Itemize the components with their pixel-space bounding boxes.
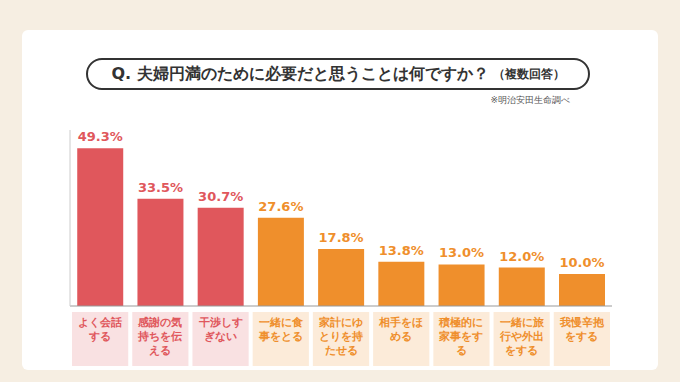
svg-text:12.0%: 12.0% — [499, 249, 544, 264]
svg-text:30.7%: 30.7% — [198, 189, 243, 204]
svg-text:17.8%: 17.8% — [319, 230, 364, 245]
svg-text:13.8%: 13.8% — [379, 243, 424, 258]
svg-text:をする: をする — [505, 344, 538, 357]
svg-text:たせる: たせる — [325, 344, 358, 357]
html-text:Q. 夫婦円満のために必要だと思うことは何ですか？ （複数回: Q. 夫婦円満のために必要だと思うことは何ですか？ （複数回答） — [111, 63, 565, 83]
svg-text:積極的に: 積極的に — [438, 316, 483, 329]
svg-text:ぎない: ぎない — [204, 330, 237, 343]
svg-text:干渉しす: 干渉しす — [198, 316, 243, 329]
svg-text:一緒に食: 一緒に食 — [259, 316, 303, 329]
svg-text:る: る — [456, 344, 467, 357]
svg-text:49.3%: 49.3% — [78, 129, 123, 144]
svg-text:一緒に旅: 一緒に旅 — [500, 316, 545, 329]
svg-text:家計にゆ: 家計にゆ — [318, 316, 363, 329]
svg-text:める: める — [390, 330, 412, 343]
svg-text:行や外出: 行や外出 — [499, 330, 544, 343]
html-text:※明治安田生命調べ: ※明治安田生命調べ — [490, 95, 570, 105]
svg-text:相手をほ: 相手をほ — [378, 316, 423, 329]
svg-text:13.0%: 13.0% — [439, 245, 484, 260]
svg-text:する: する — [88, 330, 111, 343]
svg-text:我慢辛抱: 我慢辛抱 — [559, 316, 605, 329]
svg-text:感謝の気: 感謝の気 — [137, 316, 182, 329]
svg-text:よく会話: よく会話 — [78, 316, 122, 329]
svg-text:家事をす: 家事をす — [438, 330, 483, 343]
svg-text:33.5%: 33.5% — [138, 180, 183, 195]
svg-text:持ちを伝: 持ちを伝 — [137, 330, 182, 343]
svg-text:事をとる: 事をとる — [258, 330, 303, 343]
svg-text:27.6%: 27.6% — [258, 199, 303, 214]
svg-text:とりを持: とりを持 — [319, 330, 363, 343]
svg-text:10.0%: 10.0% — [559, 255, 604, 270]
svg-text:える: える — [149, 344, 171, 357]
svg-text:をする: をする — [565, 330, 598, 343]
